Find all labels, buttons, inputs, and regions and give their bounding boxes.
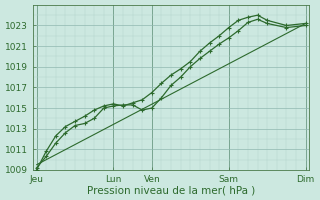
X-axis label: Pression niveau de la mer( hPa ): Pression niveau de la mer( hPa )	[87, 185, 255, 195]
